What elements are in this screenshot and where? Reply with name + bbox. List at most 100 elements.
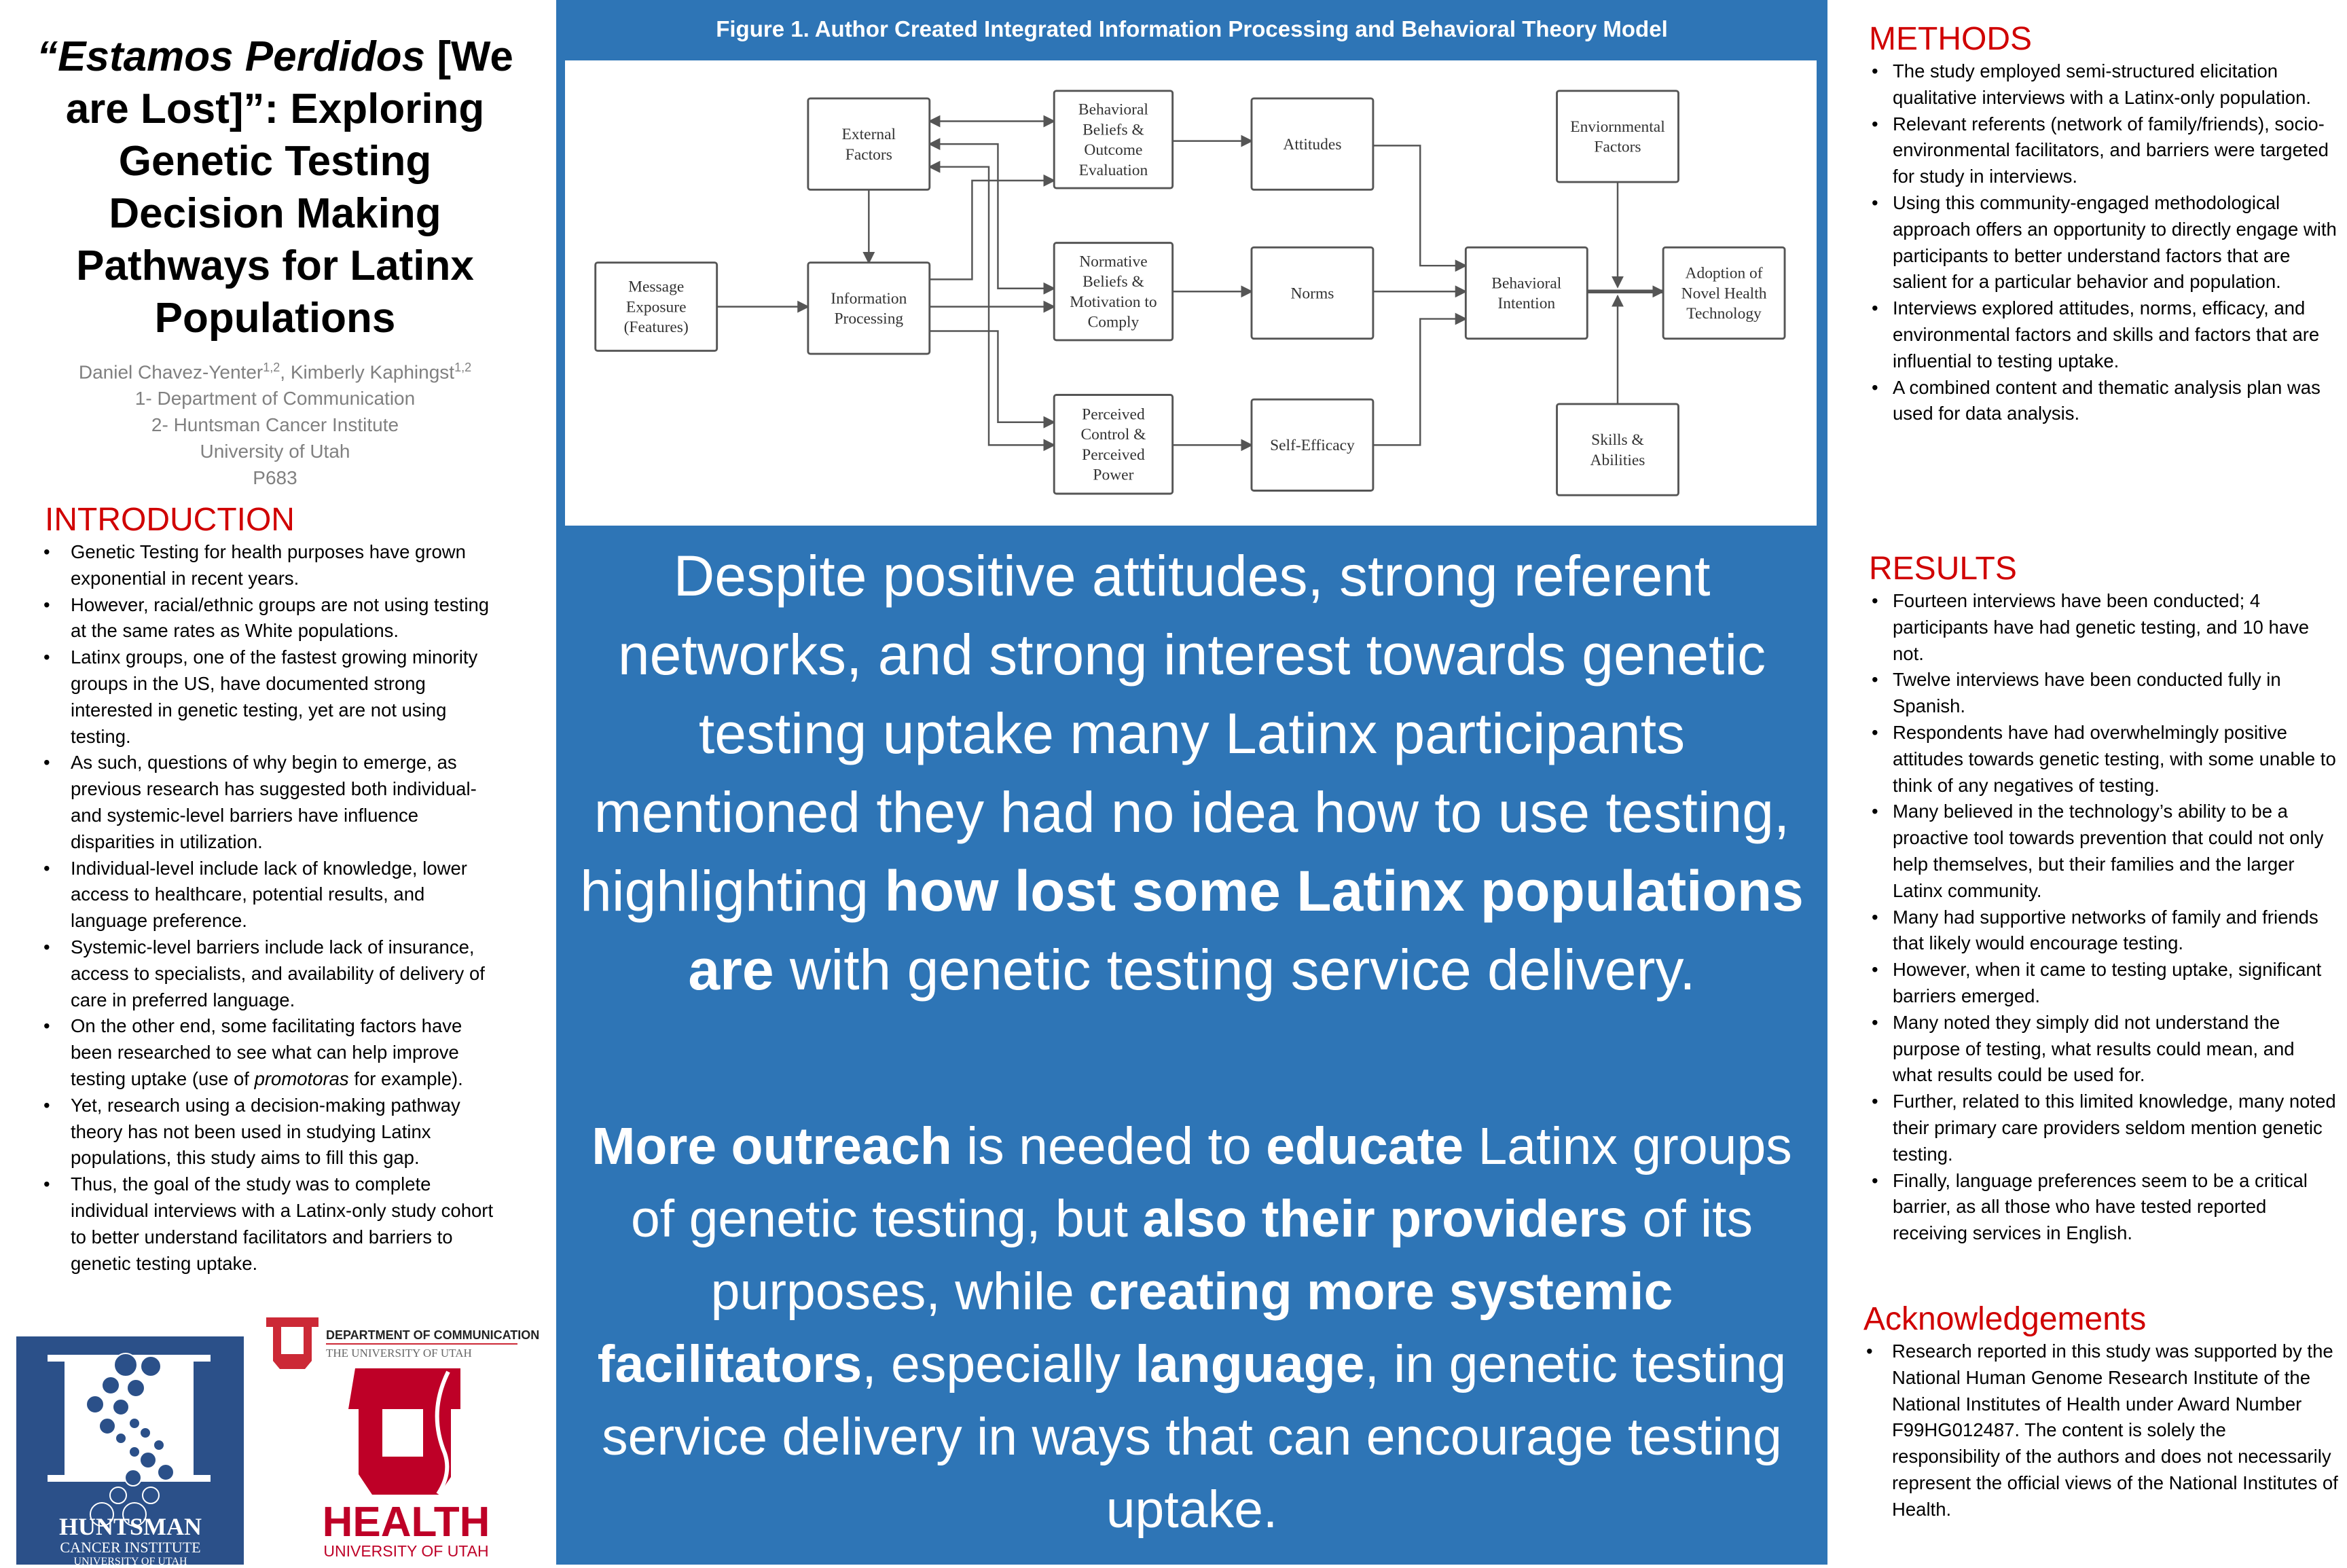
node-adoption: Adoption of Novel Health Technology xyxy=(1662,246,1786,340)
node-label: Information xyxy=(831,290,907,308)
edge-info-to-perceived xyxy=(929,330,1056,429)
node-label: Enviornmental xyxy=(1570,118,1665,136)
text: Despite positive attitudes, strong refer… xyxy=(580,544,1790,923)
poster-id: P683 xyxy=(253,467,297,489)
huntsman-logo-name: HUNTSMAN xyxy=(59,1513,202,1540)
list-item: Fourteen interviews have been conducted;… xyxy=(1869,588,2337,667)
key-finding-text: Despite positive attitudes, strong refer… xyxy=(570,536,1814,1009)
node-box xyxy=(1556,90,1679,183)
list-item: Interviews explored attitudes, norms, ef… xyxy=(1869,295,2337,374)
communication-logo-uni: THE UNIVERSITY OF UTAH xyxy=(326,1347,472,1360)
node-label: Evaluation xyxy=(1079,162,1148,179)
text: for example). xyxy=(348,1068,463,1089)
bold-text: educate xyxy=(1266,1117,1464,1175)
node-box xyxy=(1053,394,1174,495)
node-box xyxy=(594,261,718,352)
node-label: External xyxy=(842,126,896,143)
introduction-heading: INTRODUCTION xyxy=(45,502,295,538)
text: , in genetic testing service delivery in… xyxy=(602,1335,1787,1539)
node-box xyxy=(1053,90,1174,189)
node-box xyxy=(1250,398,1375,492)
huntsman-logo-sub: CANCER INSTITUTE xyxy=(60,1539,200,1556)
title-italic: “Estamos Perdidos xyxy=(37,33,426,80)
node-label: Perceived xyxy=(1082,446,1145,464)
list-item: The study employed semi-structured elici… xyxy=(1869,58,2337,111)
node-label: Abilities xyxy=(1590,452,1645,469)
bold-text: also their providers xyxy=(1142,1190,1628,1248)
author-affil-sup: 1,2 xyxy=(263,361,280,374)
node-box xyxy=(807,261,931,355)
list-item: Thus, the goal of the study was to compl… xyxy=(43,1171,507,1277)
list-item: Research reported in this study was supp… xyxy=(1863,1338,2339,1523)
author-affil-sup: 1,2 xyxy=(454,361,472,374)
node-skills: Skills & Abilities xyxy=(1556,403,1679,496)
list-item: Finally, language preferences seem to be… xyxy=(1869,1168,2337,1247)
affiliation: 2- Huntsman Cancer Institute xyxy=(151,414,399,436)
health-logo: HEALTH UNIVERSITY OF UTAH xyxy=(323,1368,490,1560)
author-name: Daniel Chavez-Yenter xyxy=(78,361,263,383)
introduction-section: INTRODUCTION Genetic Testing for health … xyxy=(43,501,507,1277)
node-normative: Normative Beliefs & Motivation to Comply xyxy=(1053,242,1174,342)
node-label: Self-Efficacy xyxy=(1270,437,1355,454)
node-box xyxy=(1053,242,1174,342)
node-box xyxy=(1250,97,1375,191)
list-item: Further, related to this limited knowled… xyxy=(1869,1089,2337,1167)
list-item: However, racial/ethnic groups are not us… xyxy=(43,592,507,645)
node-label: Norms xyxy=(1290,285,1334,302)
node-box xyxy=(1662,246,1786,340)
logos-area: HUNTSMAN CANCER INSTITUTE UNIVERSITY OF … xyxy=(0,1312,554,1567)
node-label: Exposure xyxy=(626,298,687,316)
bold-text: More outreach xyxy=(592,1117,952,1175)
list-item: Systemic-level barriers include lack of … xyxy=(43,934,507,1013)
node-label: Beliefs & xyxy=(1082,273,1144,291)
acknowledgements-section: Acknowledgements Research reported in th… xyxy=(1863,1300,2339,1523)
text: with genetic testing service delivery. xyxy=(774,938,1696,1002)
health-logo-name: HEALTH xyxy=(323,1499,490,1546)
node-label: Skills & xyxy=(1591,431,1644,449)
node-label: Processing xyxy=(834,310,903,328)
list-item: A combined content and thematic analysis… xyxy=(1869,375,2337,428)
node-external: External Factors xyxy=(807,97,931,191)
node-box xyxy=(1250,246,1375,340)
university: University of Utah xyxy=(200,441,350,462)
list-item: Many believed in the technology’s abilit… xyxy=(1869,799,2337,904)
methods-heading: METHODS xyxy=(1869,21,2032,57)
node-label: Outcome xyxy=(1084,141,1142,159)
node-label: Adoption of xyxy=(1686,265,1763,282)
left-column: “Estamos Perdidos [We are Lost]”: Explor… xyxy=(0,0,554,1567)
methods-list: The study employed semi-structured elici… xyxy=(1869,58,2337,427)
node-label: Factors xyxy=(1594,139,1641,156)
list-item: Many had supportive networks of family a… xyxy=(1869,905,2337,958)
node-label: Motivation to xyxy=(1070,293,1157,311)
text: On the other end, some facilitating fact… xyxy=(71,1015,462,1089)
node-label: Normative xyxy=(1079,253,1147,270)
edge-efficacy-to-intention xyxy=(1372,312,1468,446)
bold-text: creating more systemic facilitators xyxy=(597,1262,1673,1393)
communication-logo: DEPARTMENT OF COMMUNICATION THE UNIVERSI… xyxy=(266,1312,539,1369)
list-item: Relevant referents (network of family/fr… xyxy=(1869,111,2337,190)
node-info: Information Processing xyxy=(807,261,931,355)
list-item: Latinx groups, one of the fastest growin… xyxy=(43,644,507,750)
list-item: Yet, research using a decision-making pa… xyxy=(43,1093,507,1171)
title-rest: [We are Lost]”: Exploring Genetic Testin… xyxy=(65,33,513,342)
node-intention: Behavioral Intention xyxy=(1464,246,1588,340)
node-label: Attitudes xyxy=(1283,136,1341,153)
node-box xyxy=(807,97,931,191)
node-message: Message Exposure (Features) xyxy=(594,261,718,352)
node-box xyxy=(1464,246,1588,340)
huntsman-logo-uni: UNIVERSITY OF UTAH xyxy=(73,1556,187,1565)
huntsman-logo: HUNTSMAN CANCER INSTITUTE UNIVERSITY OF … xyxy=(16,1336,244,1567)
recommendation-text: More outreach is needed to educate Latin… xyxy=(570,1110,1814,1546)
introduction-list: Genetic Testing for health purposes have… xyxy=(43,539,507,1277)
edge-external-normative xyxy=(928,138,1056,295)
node-box xyxy=(1556,403,1679,496)
list-item: On the other end, some facilitating fact… xyxy=(43,1013,507,1092)
node-label: Comply xyxy=(1088,314,1140,331)
list-item: Individual-level include lack of knowled… xyxy=(43,856,507,934)
list-item: As such, questions of why begin to emerg… xyxy=(43,750,507,855)
results-heading: RESULTS xyxy=(1869,551,2017,587)
text: is needed to xyxy=(951,1117,1267,1175)
node-label: (Features) xyxy=(624,318,689,336)
node-label: Technology xyxy=(1686,305,1762,323)
author-line: Daniel Chavez-Yenter1,2, Kimberly Kaphin… xyxy=(27,354,523,385)
